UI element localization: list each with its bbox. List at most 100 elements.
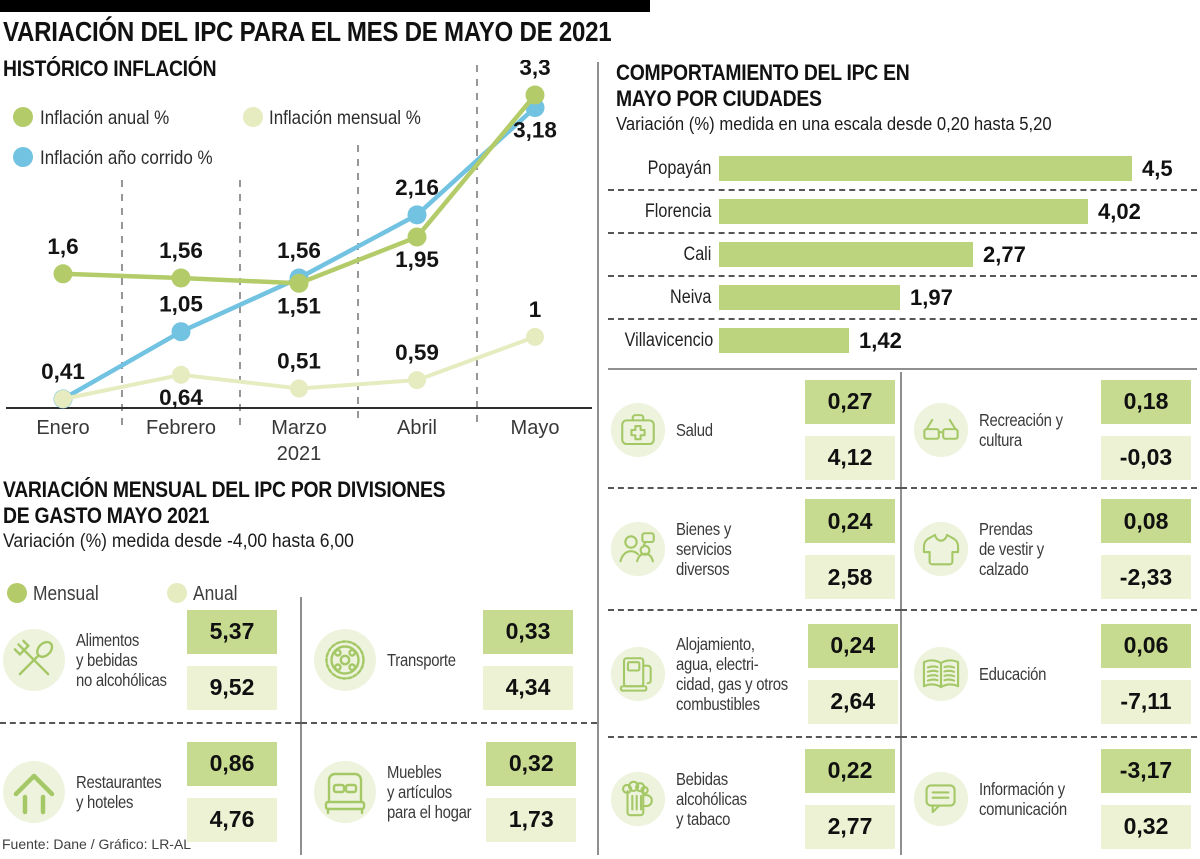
city-row: Neiva 1,97 [608,277,1197,320]
data-point-label: 0,64 [159,385,203,410]
monthly-value: 0,22 [805,748,895,793]
division-values: 5,37 9,52 [187,609,277,710]
division-cell: Alimentos y bebidas no alcohólicas 5,37 9,52 [0,597,301,724]
data-point-label: 1,56 [159,238,203,263]
cities-title-line1: COMPORTAMIENTO DEL IPC EN [616,60,910,85]
data-point [289,273,309,293]
annual-value: 2,64 [807,679,898,724]
data-point-label: 1,95 [395,247,439,272]
city-name: Neiva [670,286,712,308]
division-cell: Transporte 0,33 4,34 [301,597,597,724]
division-label: Transporte [387,649,456,670]
division-cell: Salud 0,27 4,12 [608,372,901,489]
data-point [526,327,544,346]
data-point [172,365,190,384]
division-label: Recreación y cultura [979,409,1063,450]
data-point-label: 1 [529,297,542,322]
division-cell: Restaurantes y hoteles 0,86 4,76 [0,724,301,859]
division-label: Restaurantes y hoteles [76,771,162,812]
top-black-bar [0,0,650,12]
city-name: Popayán [647,157,712,179]
division-cell: Información y comunicación -3,17 0,32 [901,738,1197,859]
x-axis-label: Marzo [271,417,327,439]
data-point-label: 3,3 [519,60,550,80]
historic-section-title: HISTÓRICO INFLACIÓN [3,56,217,81]
data-point-label: 0,59 [395,340,439,365]
division-cell: Educación 0,06 -7,11 [901,611,1197,738]
divisions-title-line1: VARIACIÓN MENSUAL DEL IPC POR DIVISIONES [3,477,446,502]
annual-value: 1,73 [486,797,577,842]
city-row: Popayán 4,5 [608,148,1197,191]
cities-bottom-divider [608,368,1197,370]
division-label: Alojamiento, agua, electri-cidad, gas y o… [676,633,789,714]
city-bar [719,199,1088,224]
city-value: 2,77 [983,241,1026,267]
monthly-value: -3,17 [1101,748,1191,793]
legend-label-anual: Anual [193,583,238,605]
legend-dot-ytd [13,147,33,167]
division-label: Bebidas alcohólicas y tabaco [676,768,747,829]
monthly-value: 0,86 [187,741,277,786]
city-row: Cali 2,77 [608,234,1197,277]
division-label: Información y comunicación [979,778,1067,819]
division-values: 0,33 4,34 [483,609,573,710]
x-axis-label: Enero [36,417,89,439]
division-values: 0,86 4,76 [187,741,277,842]
data-point [54,390,72,408]
annual-value: 4,12 [805,435,895,480]
historic-line-chart: Enero Febrero Marzo Abril Mayo 2021 1,6 1,56 1,5… [6,60,592,465]
data-point-label: 0,51 [277,349,321,374]
legend-label-mensual: Mensual [33,583,99,605]
division-cell: Muebles y artículos para el hogar 0,32 1,73 [301,724,597,859]
cities-title-line2: MAYO POR CIUDADES [616,86,822,111]
glasses-icon [913,402,969,458]
data-point-label: 0,41 [41,359,85,384]
divisions-grid-right: Salud 0,27 4,12 Recreación y cultura 0,18 -0,0… [608,372,1197,859]
left-grid-divider [300,597,302,855]
x-axis-year: 2021 [277,443,322,465]
fuel-pump-icon [610,646,666,702]
main-vertical-divider [597,62,599,855]
city-bar [719,328,849,353]
data-point-label: 1,05 [159,292,203,317]
city-value: 1,97 [910,284,953,310]
annual-value: -7,11 [1101,679,1191,724]
city-bar [719,156,1132,181]
data-point [407,227,427,247]
data-point-label: 2,16 [395,175,439,200]
annual-value: -2,33 [1101,555,1191,599]
bed-icon [313,760,377,824]
open-book-icon [913,646,969,702]
city-bar [719,285,900,310]
city-row: Florencia 4,02 [608,191,1197,234]
x-axis-label: Abril [397,417,437,439]
legend-dot-monthly [243,107,263,127]
city-value: 4,5 [1142,155,1173,181]
data-point [171,322,191,342]
division-cell: Alojamiento, agua, electri-cidad, gas y o… [608,611,901,738]
division-values: 0,27 4,12 [805,379,895,480]
data-point-label: 1,51 [277,293,321,318]
division-values: -3,17 0,32 [1101,748,1191,849]
data-point [290,379,308,398]
data-point-label: 3,18 [513,118,557,143]
division-values: 0,06 -7,11 [1101,623,1191,724]
people-chat-icon [610,521,666,577]
division-label: Prendas de vestir y calzado [979,519,1044,579]
monthly-value: 0,18 [1101,379,1191,424]
x-axis-label: Mayo [511,417,560,439]
cities-subtitle: Variación (%) medida en una escala desde… [616,113,1052,134]
divisions-title-line2: DE GASTO MAYO 2021 [3,503,210,528]
division-label: Alimentos y bebidas no alcohólicas [76,629,167,690]
annual-value: 2,77 [805,804,895,849]
data-point [407,205,427,225]
tire-icon [313,628,377,692]
city-name: Florencia [644,200,712,222]
division-cell: Recreación y cultura 0,18 -0,03 [901,372,1197,489]
legend-label-annual: Inflación anual % [40,107,170,129]
city-value: 1,42 [859,327,902,353]
division-values: 0,24 2,64 [807,623,898,724]
data-point-label: 1,56 [277,238,321,263]
fork-spoon-icon [2,628,66,692]
